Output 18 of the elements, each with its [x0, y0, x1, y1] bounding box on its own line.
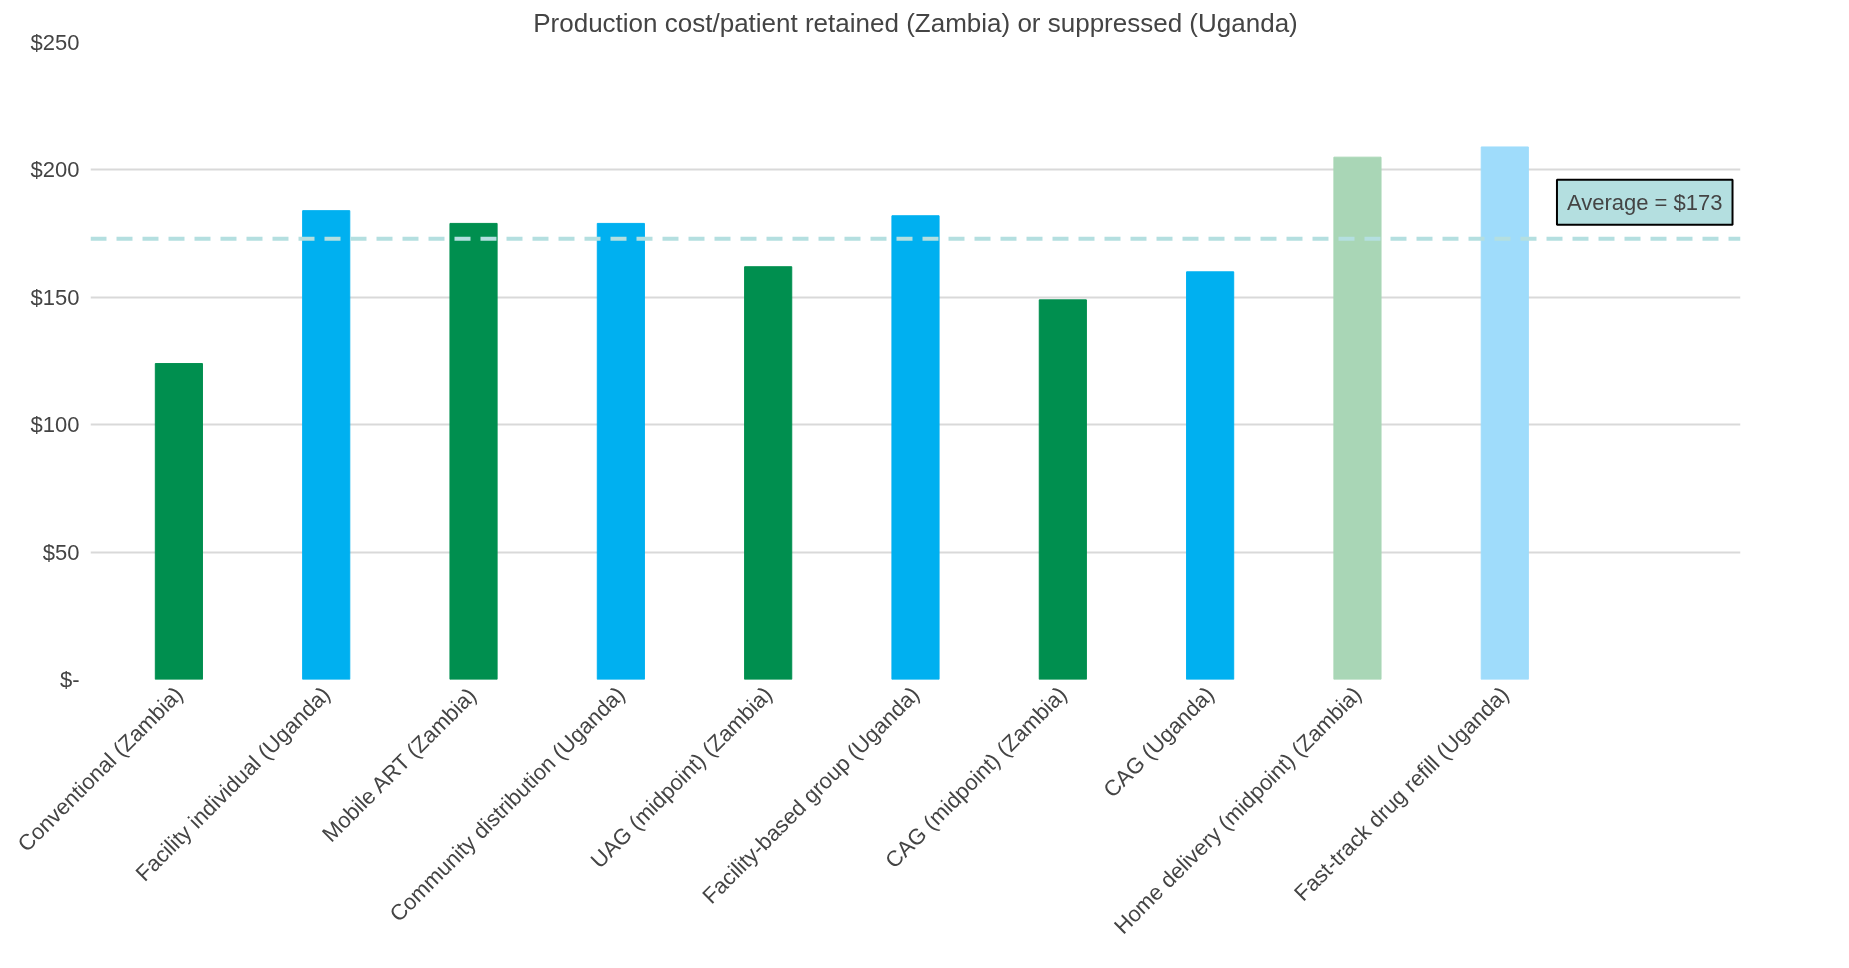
y-tick-label: $150: [30, 284, 80, 310]
bar: [1186, 271, 1235, 680]
chart-title: Production cost/patient retained (Zambia) or suppressed (Uganda): [533, 7, 1298, 38]
y-tick-label: $200: [30, 157, 80, 183]
ref-line-label: Average = $173: [1566, 189, 1723, 215]
y-tick-label: $100: [30, 412, 80, 438]
bar: [154, 363, 203, 680]
bar: [1038, 299, 1087, 680]
bar: [449, 222, 498, 680]
bar: [302, 210, 351, 680]
bar: [1333, 156, 1382, 680]
y-tick-label: $250: [30, 30, 80, 55]
bar: [1480, 146, 1529, 680]
bar: [596, 222, 645, 680]
y-tick-label: $50: [42, 539, 80, 565]
bar: [891, 215, 940, 680]
y-tick-label: $-: [59, 667, 80, 692]
bar: [744, 266, 793, 680]
